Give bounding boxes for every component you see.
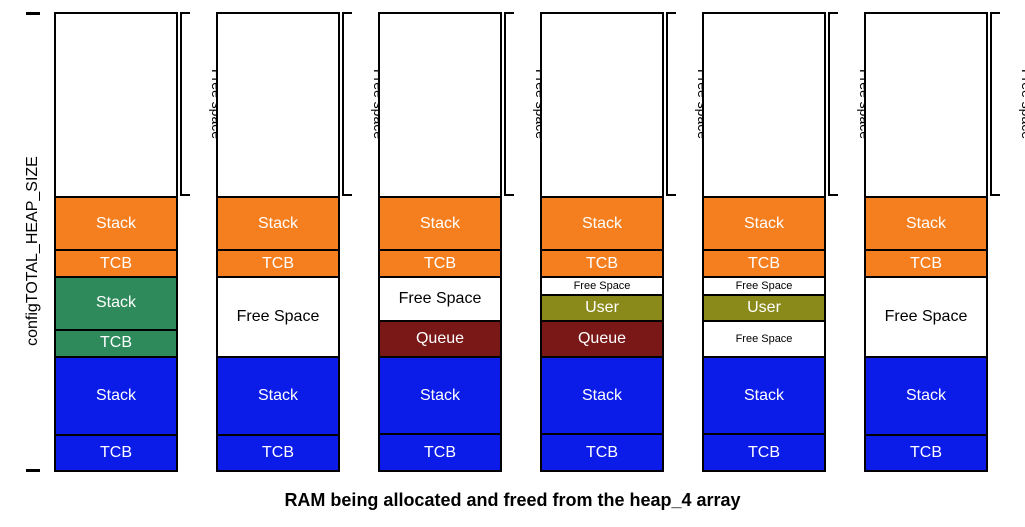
- bracket-bar: [504, 194, 514, 196]
- heap-segment: Stack: [380, 356, 500, 434]
- free-space-bracket: Free space: [990, 12, 1008, 196]
- bracket-tick-bottom: [26, 469, 40, 472]
- heap-segment: [218, 14, 338, 196]
- columns-container: AStackTCBStackTCBStackTCBFree spaceBStac…: [54, 12, 1007, 472]
- heap-segment: Stack: [704, 196, 824, 248]
- heap-segment: TCB: [380, 433, 500, 469]
- heap-segment: Free Space: [218, 276, 338, 356]
- free-space-bracket: Free space: [504, 12, 522, 196]
- bracket-bar: [990, 12, 992, 196]
- free-space-bracket: Free space: [828, 12, 846, 196]
- heap-segment: Stack: [542, 356, 662, 434]
- heap-segment: [56, 14, 176, 196]
- heap-segment: Stack: [218, 196, 338, 248]
- bracket-bar: [666, 12, 676, 14]
- free-space-bracket: Free space: [342, 12, 360, 196]
- bracket-bar: [180, 12, 182, 196]
- heap-segment: TCB: [218, 434, 338, 470]
- heap-segment: TCB: [704, 433, 824, 469]
- bracket-bar: [828, 12, 830, 196]
- heap-segment: User: [704, 294, 824, 319]
- bracket-bar: [828, 12, 838, 14]
- bracket-bar: [828, 194, 838, 196]
- heap-segment: TCB: [542, 433, 662, 469]
- heap-segment: Stack: [380, 196, 500, 248]
- heap-segment: Stack: [56, 356, 176, 434]
- heap-box: StackTCBStackTCBStackTCB: [54, 12, 178, 472]
- heap-segment: Free Space: [704, 320, 824, 356]
- heap-segment: TCB: [56, 434, 176, 470]
- heap-segment: Free Space: [866, 276, 986, 356]
- heap-segment: TCB: [218, 249, 338, 276]
- free-space-bracket: Free space: [180, 12, 198, 196]
- diagram-caption: RAM being allocated and freed from the h…: [18, 490, 1007, 511]
- heap-box: StackTCBFree SpaceUserQueueStackTCB: [540, 12, 664, 472]
- heap-segment: Stack: [542, 196, 662, 248]
- heap-column: FStackTCBFree SpaceStackTCBFree space: [864, 12, 1004, 472]
- heap-segment: TCB: [866, 249, 986, 276]
- bracket-bar: [990, 194, 1000, 196]
- heap-segment: TCB: [380, 249, 500, 276]
- bracket-bar: [666, 194, 676, 196]
- heap-segment: TCB: [866, 434, 986, 470]
- bracket-tick-top: [26, 12, 40, 15]
- heap-box: StackTCBFree SpaceStackTCB: [864, 12, 988, 472]
- bracket-bar: [990, 12, 1000, 14]
- heap-segment: [866, 14, 986, 196]
- heap-column: DStackTCBFree SpaceUserQueueStackTCBFree…: [540, 12, 680, 472]
- heap-segment: Free Space: [542, 276, 662, 294]
- bracket-bar: [666, 12, 668, 196]
- heap-segment: [542, 14, 662, 196]
- heap-column: EStackTCBFree SpaceUserFree SpaceStackTC…: [702, 12, 842, 472]
- bracket-bar: [180, 12, 190, 14]
- heap-size-label: configTOTAL_HEAP_SIZE: [24, 126, 42, 376]
- heap-segment: User: [542, 294, 662, 319]
- heap-column: CStackTCBFree SpaceQueueStackTCBFree spa…: [378, 12, 518, 472]
- free-space-label: Free space: [1019, 69, 1025, 139]
- heap-column: AStackTCBStackTCBStackTCBFree space: [54, 12, 194, 472]
- heap-size-bracket: configTOTAL_HEAP_SIZE: [18, 12, 46, 472]
- heap-segment: Free Space: [704, 276, 824, 294]
- heap-segment: TCB: [56, 329, 176, 356]
- heap-segment: Free Space: [380, 276, 500, 319]
- heap-segment: Stack: [866, 356, 986, 434]
- heap-diagram: configTOTAL_HEAP_SIZE AStackTCBStackTCBS…: [18, 12, 1007, 482]
- bracket-bar: [342, 12, 344, 196]
- heap-segment: Stack: [866, 196, 986, 248]
- heap-box: StackTCBFree SpaceStackTCB: [216, 12, 340, 472]
- heap-segment: TCB: [704, 249, 824, 276]
- bracket-bar: [504, 12, 514, 14]
- heap-segment: Stack: [56, 196, 176, 248]
- bracket-bar: [342, 194, 352, 196]
- heap-box: StackTCBFree SpaceQueueStackTCB: [378, 12, 502, 472]
- heap-column: BStackTCBFree SpaceStackTCBFree space: [216, 12, 356, 472]
- heap-segment: Stack: [704, 356, 824, 434]
- heap-segment: [704, 14, 824, 196]
- heap-segment: Stack: [56, 276, 176, 328]
- heap-segment: Queue: [380, 320, 500, 356]
- heap-segment: TCB: [56, 249, 176, 276]
- heap-box: StackTCBFree SpaceUserFree SpaceStackTCB: [702, 12, 826, 472]
- bracket-bar: [342, 12, 352, 14]
- bracket-bar: [504, 12, 506, 196]
- heap-segment: [380, 14, 500, 196]
- bracket-bar: [180, 194, 190, 196]
- heap-segment: TCB: [542, 249, 662, 276]
- heap-segment: Stack: [218, 356, 338, 434]
- free-space-bracket: Free space: [666, 12, 684, 196]
- heap-segment: Queue: [542, 320, 662, 356]
